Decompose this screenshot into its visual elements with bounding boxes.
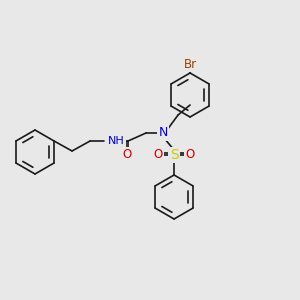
Text: S: S [170, 148, 178, 162]
Text: O: O [122, 148, 132, 161]
Text: O: O [185, 148, 195, 161]
Text: NH: NH [108, 136, 125, 146]
Text: N: N [158, 127, 168, 140]
Text: O: O [153, 148, 163, 161]
Text: Br: Br [184, 58, 196, 70]
